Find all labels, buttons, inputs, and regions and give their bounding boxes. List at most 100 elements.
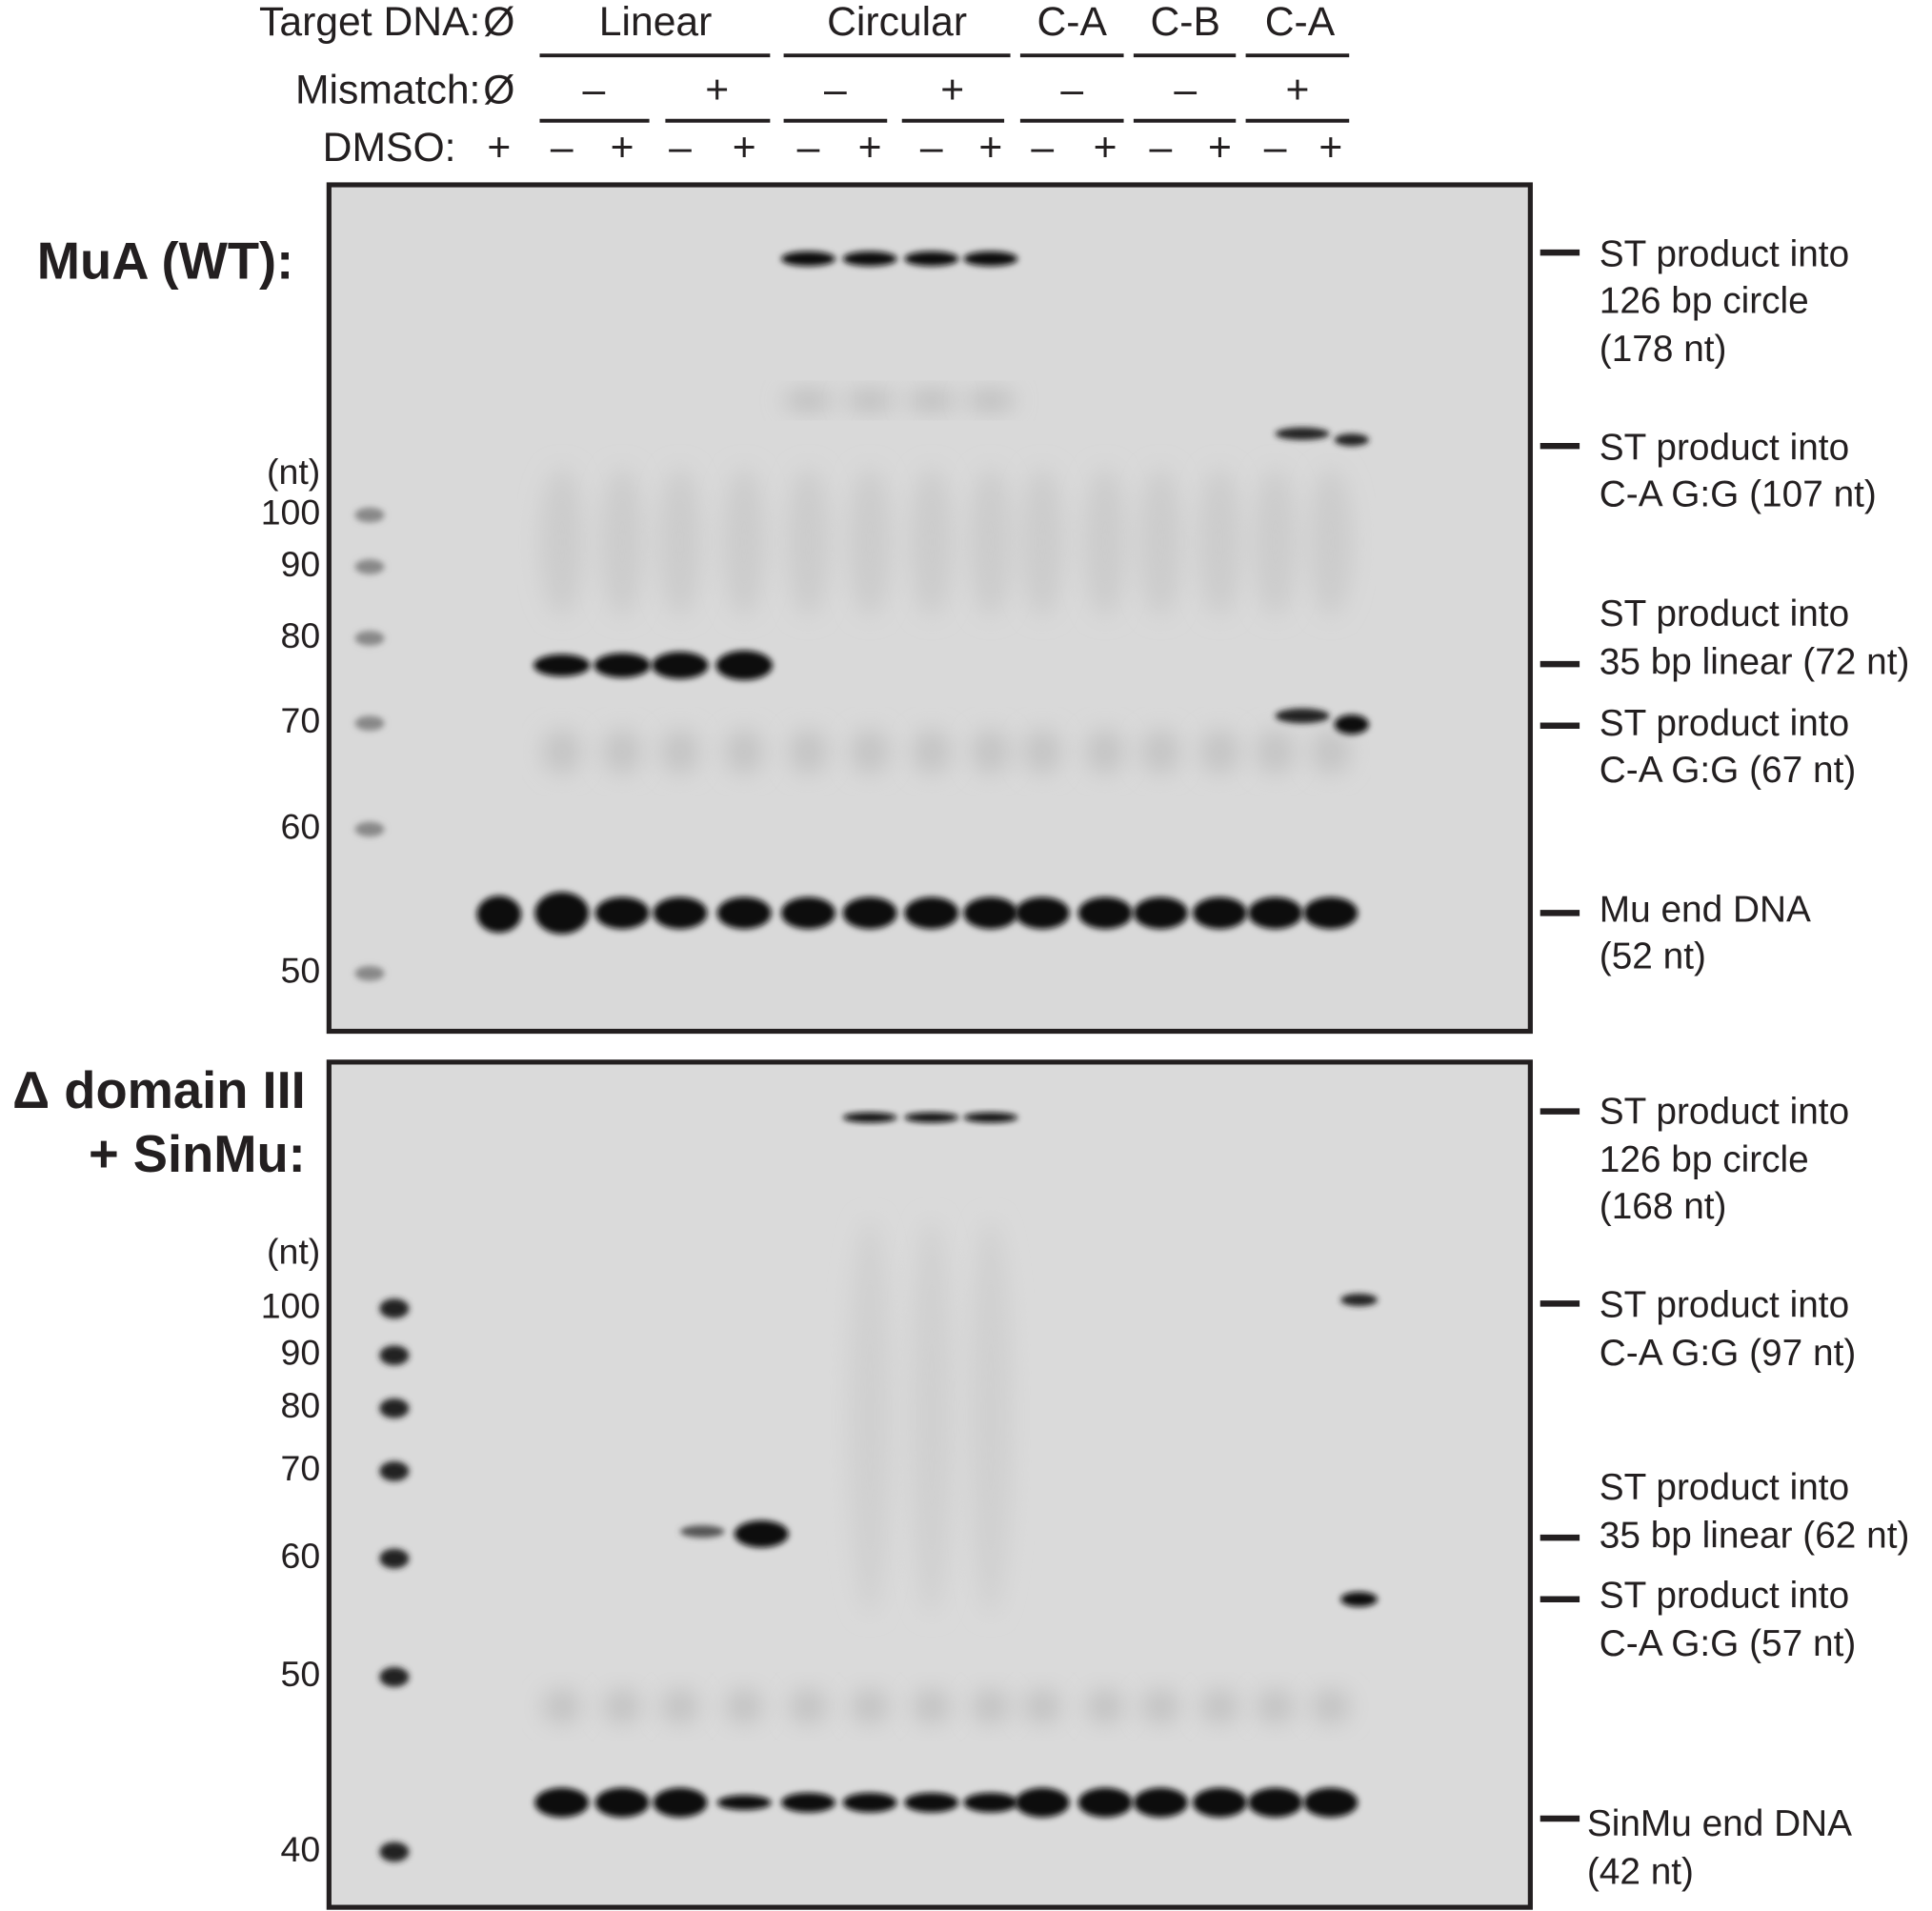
annotation-text: 126 bp circle [1600, 280, 1809, 321]
annotation-text: ST product into [1600, 1091, 1849, 1132]
smear [1199, 729, 1240, 774]
annotation-text: C-A G:G (57 nt) [1600, 1623, 1856, 1664]
band [594, 896, 650, 930]
annotation-text: C-A G:G (67 nt) [1600, 750, 1856, 791]
unit-label: (nt) [267, 1232, 320, 1272]
dmso-label: + [733, 125, 756, 171]
smear [845, 390, 895, 411]
band [963, 1792, 1018, 1813]
dmso-label: – [920, 125, 943, 171]
band [1340, 1294, 1378, 1306]
dmso-label: + [1094, 125, 1117, 171]
band [904, 251, 959, 267]
band [842, 251, 897, 267]
target-label: C-B [1150, 0, 1220, 45]
band [653, 896, 708, 930]
smear [971, 1689, 1011, 1724]
band [1133, 1787, 1188, 1818]
smear [1308, 468, 1354, 616]
dmso-label: – [1031, 125, 1054, 171]
panel-title: + SinMu: [89, 1125, 306, 1183]
dmso-label: + [978, 125, 1002, 171]
dmso-label: + [1208, 125, 1232, 171]
smear [1138, 468, 1183, 616]
ladder-band [379, 1298, 410, 1318]
dmso-label: – [1264, 125, 1287, 171]
band [533, 654, 591, 677]
annotation-text: (168 nt) [1600, 1186, 1727, 1227]
row-label: Target DNA: [259, 0, 480, 45]
band [1275, 708, 1330, 724]
smear [660, 729, 700, 774]
band [1334, 714, 1369, 734]
marker-label: 80 [281, 1385, 321, 1425]
panel-title: MuA (WT): [37, 231, 293, 290]
band [679, 1525, 725, 1539]
smear [1199, 1689, 1240, 1724]
band [904, 896, 959, 930]
smear [1022, 729, 1062, 774]
band [715, 650, 773, 680]
band [963, 896, 1018, 930]
band [1334, 433, 1369, 447]
ladder-band [379, 1841, 410, 1862]
dmso-label: – [551, 125, 574, 171]
dmso-label: + [611, 125, 634, 171]
ladder-band [379, 1398, 410, 1418]
unit-label: (nt) [267, 452, 320, 492]
annotation-text: ST product into [1600, 1285, 1849, 1326]
band [534, 1787, 590, 1818]
marker-label: 80 [281, 615, 321, 655]
annotation-text: (178 nt) [1600, 329, 1727, 370]
target-label: C-A [1265, 0, 1336, 45]
band [1015, 896, 1070, 930]
mismatch-label: – [824, 67, 847, 112]
marker-label: 40 [281, 1829, 321, 1869]
marker-label: 90 [281, 1333, 321, 1373]
band [780, 896, 835, 930]
smear [1197, 468, 1242, 616]
smear [1019, 468, 1065, 616]
band [1077, 896, 1133, 930]
target-label: Linear [599, 0, 713, 45]
band [716, 896, 772, 930]
ladder-band [354, 965, 385, 981]
annotation-text: ST product into [1600, 593, 1849, 634]
smear [968, 468, 1014, 616]
smear [1311, 729, 1351, 774]
smear [1085, 729, 1125, 774]
smear [971, 729, 1011, 774]
marker-label: 90 [281, 544, 321, 584]
ladder-band [379, 1345, 410, 1366]
band [594, 1787, 650, 1818]
annotation-text: C-A G:G (107 nt) [1600, 473, 1877, 514]
labels: Target DNA: Mismatch: DMSO: Ø Linear Circular… [12, 0, 1909, 1892]
ladder-band [354, 559, 385, 574]
ladder-band [379, 1548, 410, 1569]
band [653, 1787, 708, 1818]
marker-label: 60 [281, 1536, 321, 1576]
band [734, 1520, 789, 1548]
smear [1311, 1689, 1351, 1724]
smear [850, 1689, 890, 1724]
band [1275, 427, 1330, 440]
ladder-band [354, 631, 385, 646]
ladder-band [379, 1666, 410, 1687]
dmso-label: – [797, 125, 820, 171]
smear [850, 729, 890, 774]
smear [968, 1219, 1014, 1615]
smear [542, 1689, 582, 1724]
target-label: Ø [483, 0, 514, 45]
band [1077, 1787, 1133, 1818]
annotation-text: Mu end DNA [1600, 889, 1811, 930]
smear [1255, 729, 1296, 774]
band [842, 1112, 897, 1123]
annotation-text: ST product into [1600, 1576, 1849, 1617]
marker-label: 100 [261, 1285, 321, 1325]
smear [724, 1689, 764, 1724]
ladder-band [354, 507, 385, 523]
dmso-label: + [858, 125, 882, 171]
mismatch-label: + [940, 67, 964, 112]
ladder-band [379, 1460, 410, 1481]
